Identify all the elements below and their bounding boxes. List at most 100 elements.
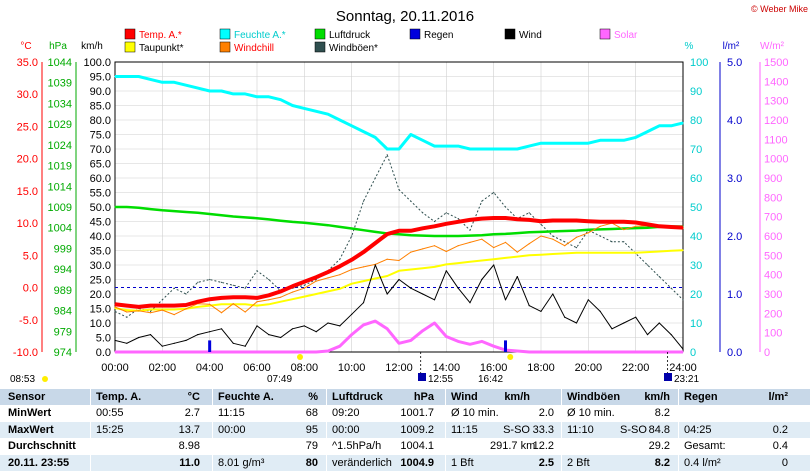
data-point: [493, 258, 495, 260]
solar-tick-label: 400: [764, 270, 782, 282]
data-point: [493, 148, 495, 150]
data-point: [623, 139, 625, 141]
table-cell: 2 Bft: [567, 456, 590, 469]
data-point: [303, 281, 305, 283]
data-point: [185, 211, 187, 213]
data-point: [232, 351, 234, 353]
data-point: [481, 234, 483, 236]
row-label: MaxWert: [8, 423, 54, 436]
data-point: [339, 288, 341, 290]
pct-tick-label: 80: [690, 115, 702, 127]
data-point: [209, 213, 211, 215]
data-point: [126, 206, 128, 208]
data-point: [422, 227, 424, 229]
data-point: [291, 351, 294, 353]
data-point: [635, 316, 637, 318]
data-point: [457, 287, 459, 289]
data-point: [504, 257, 507, 259]
data-point: [386, 328, 388, 330]
data-point: [268, 294, 270, 296]
data-point: [362, 266, 365, 268]
data-point: [493, 345, 495, 347]
data-point: [635, 221, 637, 224]
data-point: [552, 238, 554, 240]
data-point: [173, 305, 175, 307]
table-cell: 8.2: [654, 407, 670, 420]
data-point: [161, 305, 163, 307]
rain-tick-label: 2.0: [727, 231, 742, 243]
time-tick-label: 16:00: [480, 362, 508, 374]
moonrise-icon: [664, 373, 672, 381]
data-point: [658, 322, 660, 324]
data-point: [256, 217, 258, 219]
data-point: [398, 233, 400, 235]
data-point: [445, 145, 447, 147]
data-point: [599, 310, 601, 312]
table-header-cell: °C: [187, 391, 200, 403]
data-point: [658, 351, 660, 353]
data-point: [256, 297, 258, 299]
data-point: [433, 322, 436, 324]
data-point: [173, 314, 175, 316]
data-point: [268, 299, 270, 301]
data-point: [422, 139, 424, 141]
data-point: [161, 209, 163, 211]
data-point: [161, 345, 163, 347]
kmh-tick-label: 20.0: [90, 289, 111, 301]
hpa-tick-label: 994: [54, 264, 72, 276]
data-point: [564, 219, 566, 222]
table-cell: 1004.9: [400, 456, 434, 469]
table-column-separator: [212, 389, 213, 471]
data-point: [126, 305, 128, 307]
data-point: [540, 254, 542, 256]
temp-tick-label: 5.0: [23, 250, 38, 262]
kmh-tick-label: 95.0: [90, 72, 111, 84]
data-point: [232, 93, 234, 95]
data-point: [587, 252, 589, 254]
data-point: [457, 145, 459, 147]
data-point: [114, 351, 116, 353]
data-point: [575, 322, 578, 324]
hpa-tick-label: 1019: [48, 161, 72, 173]
data-point: [185, 304, 187, 306]
table-cell: veränderlich: [332, 456, 392, 469]
data-point: [481, 340, 483, 342]
data-point: [481, 278, 483, 281]
axis-units: °C hPa km/h% l/m² W/m²: [20, 41, 784, 52]
data-point: [398, 278, 400, 281]
data-point: [291, 298, 294, 300]
rain-bar: [504, 340, 507, 352]
table-header-cell: Wind: [451, 391, 478, 403]
data-point: [658, 276, 660, 278]
data-point: [209, 331, 211, 333]
data-point: [339, 274, 341, 276]
time-tick-label: 00:00: [101, 362, 129, 374]
table-row: Durchschnitt 8.98 79 ^1.5hPa/h 1004.1 291.7 k…: [0, 438, 810, 455]
table-header-row: Sensor Temp. A. °C Feuchte A.% Luftdruck hPa W…: [0, 389, 810, 406]
kmh-tick-label: 45.0: [90, 217, 111, 229]
table-cell: 68: [305, 407, 318, 420]
data-point: [469, 302, 471, 304]
data-point: [362, 131, 365, 133]
data-point: [351, 334, 353, 336]
data-point: [504, 233, 507, 235]
data-point: [433, 266, 436, 268]
data-point: [540, 142, 542, 144]
data-point: [469, 229, 471, 231]
data-point: [422, 330, 424, 332]
data-point: [185, 84, 187, 86]
hpa-tick-label: 979: [54, 326, 72, 338]
data-point: [682, 351, 684, 353]
solar-tick-label: 600: [764, 231, 782, 243]
data-point: [398, 230, 400, 232]
legend-label: Regen: [424, 30, 453, 41]
data-point: [114, 339, 116, 341]
data-point: [386, 233, 388, 235]
data-point: [481, 148, 483, 150]
data-point: [670, 351, 672, 353]
data-point: [422, 248, 424, 250]
rain-tick-label: 1.0: [727, 289, 742, 301]
legend-swatch: [314, 28, 326, 40]
data-point: [386, 258, 388, 260]
data-point: [433, 145, 436, 147]
